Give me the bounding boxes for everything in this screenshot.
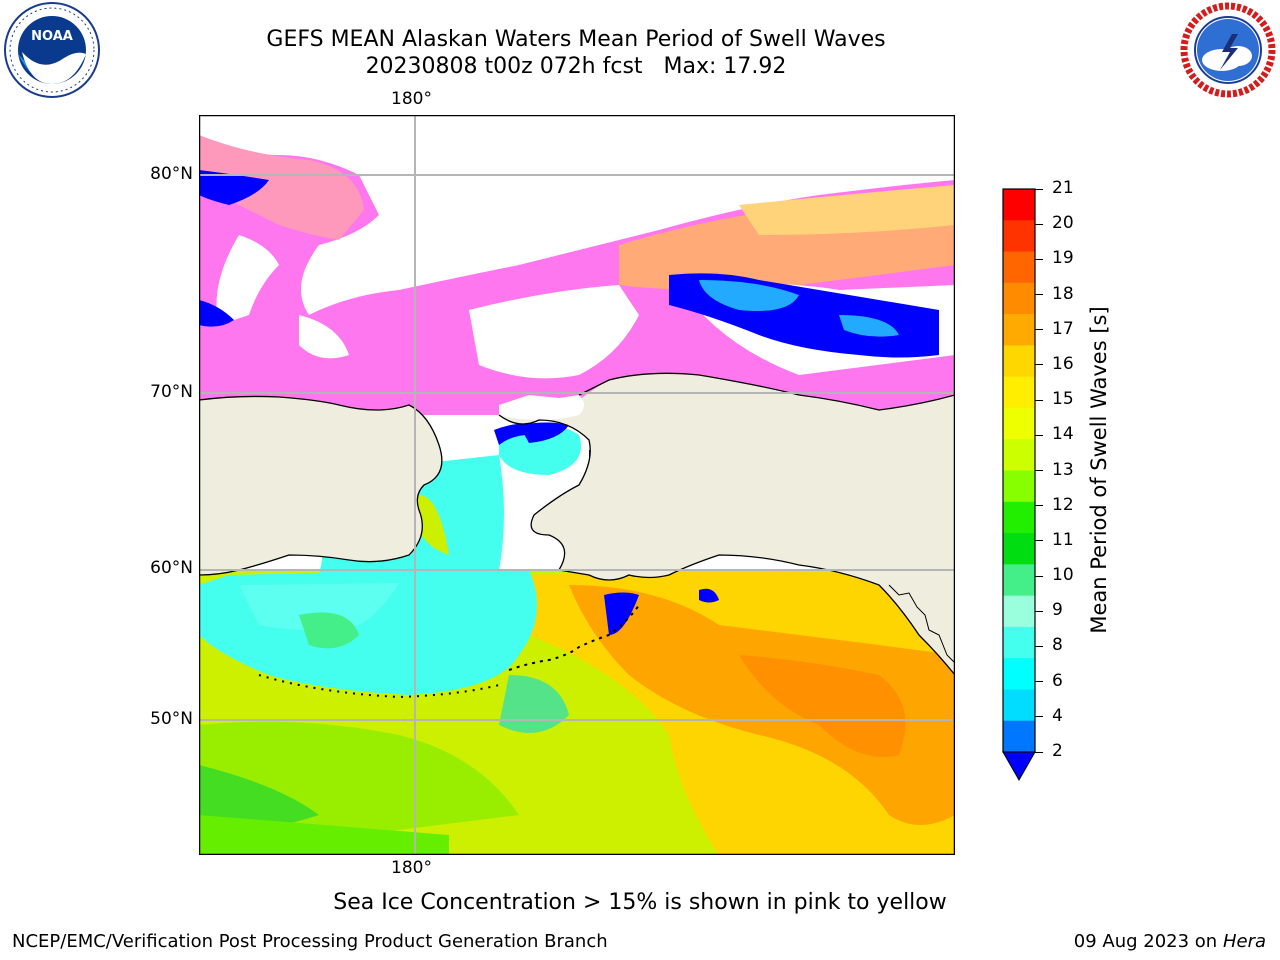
colorbar-cell — [1003, 689, 1035, 722]
nws-logo — [1180, 2, 1276, 98]
colorbar-cell — [1003, 720, 1035, 753]
colorbar-tick-mark — [1035, 434, 1043, 436]
colorbar-tick-label: 20 — [1052, 213, 1074, 234]
chart-subtitle: 20230808 t00z 072h fcst Max: 17.92 — [0, 54, 1152, 80]
chart-title: GEFS MEAN Alaskan Waters Mean Period of … — [266, 27, 886, 52]
run-date-text: 09 Aug 2023 on — [1073, 931, 1218, 952]
colorbar-cell — [1003, 345, 1035, 378]
map-frame — [199, 115, 955, 855]
colorbar-tick-label: 18 — [1052, 283, 1074, 304]
colorbar-tick-label: 4 — [1052, 705, 1063, 726]
colorbar-tick-label: 19 — [1052, 248, 1074, 269]
colorbar-tick-mark — [1035, 329, 1043, 331]
colorbar-tick-mark — [1035, 470, 1043, 471]
colorbar-tick-label: 6 — [1052, 670, 1063, 691]
noaa-logo-text: NOAA — [31, 29, 73, 44]
noaa-logo: NOAA — [4, 2, 100, 98]
siberia-land — [199, 396, 442, 575]
credit-text: NCEP/EMC/Verification Post Processing Pr… — [12, 931, 608, 952]
lon-label-bottom: 180° — [391, 858, 432, 878]
colorbar-cell — [1003, 407, 1035, 440]
colorbar-cell — [1003, 626, 1035, 659]
lat-label-60: 60°N — [150, 558, 193, 578]
colorbar-tick-mark — [1035, 716, 1043, 718]
colorbar-tick-mark — [1035, 223, 1043, 225]
alaska-canada-land — [499, 373, 955, 675]
colorbar-tick-label: 21 — [1052, 178, 1074, 198]
colorbar-tick-mark — [1035, 364, 1043, 366]
colorbar-tick-mark — [1035, 645, 1043, 647]
lat-label-80: 80°N — [150, 164, 193, 184]
colorbar-cell — [1003, 314, 1035, 346]
aleutian-islands — [508, 604, 640, 671]
colorbar-tick-label: 8 — [1052, 635, 1063, 656]
colorbar-tick-label: 12 — [1052, 494, 1074, 515]
colorbar-tick-label: 9 — [1052, 600, 1063, 621]
machine-name: Hera — [1222, 931, 1266, 952]
max-value: Max: 17.92 — [663, 54, 787, 79]
colorbar-cell — [1003, 220, 1035, 253]
colorbar-cell — [1003, 470, 1035, 503]
colorbar-tick-mark — [1035, 575, 1043, 577]
colorbar-cell — [1003, 189, 1035, 221]
colorbar-tick-label: 15 — [1052, 389, 1074, 410]
colorbar-tick-mark — [1035, 188, 1043, 190]
colorbar — [1002, 188, 1036, 782]
colorbar-tick-mark — [1035, 751, 1043, 753]
colorbar-tick-mark — [1035, 294, 1043, 296]
colorbar-tick-label: 13 — [1052, 459, 1074, 480]
colorbar-cell — [1003, 533, 1035, 565]
graticule — [199, 115, 955, 855]
colorbar-cell — [1003, 282, 1035, 315]
gulf-of-alaska-long-period — [569, 585, 955, 825]
colorbar-tick-label: 11 — [1052, 529, 1074, 550]
colorbar-tick-label: 16 — [1052, 353, 1074, 374]
colorbar-cell — [1003, 251, 1035, 284]
colorbar-tick-label: 2 — [1052, 741, 1063, 761]
sea-ice-note: Sea Ice Concentration > 15% is shown in … — [333, 890, 947, 915]
lat-label-50: 50°N — [150, 709, 193, 729]
colorbar-tick-mark — [1035, 610, 1043, 612]
colorbar-tick-mark — [1035, 505, 1043, 507]
colorbar-cell — [1003, 376, 1035, 409]
run-date: 09 Aug 2023 on Hera — [1074, 931, 1266, 952]
swell-period-map — [199, 115, 955, 855]
colorbar-tick-label: 14 — [1052, 424, 1074, 445]
colorbar-cell — [1003, 595, 1035, 628]
colorbar-tick-mark — [1035, 681, 1043, 683]
forecast-datetime: 20230808 t00z 072h fcst — [365, 54, 643, 79]
colorbar-tick-mark — [1035, 399, 1043, 401]
colorbar-title: Mean Period of Swell Waves [s] — [1087, 306, 1111, 634]
colorbar-tick-mark — [1035, 258, 1043, 260]
colorbar-cell — [1003, 501, 1035, 534]
colorbar-tick-label: 10 — [1052, 565, 1074, 586]
colorbar-tick-label: 17 — [1052, 318, 1074, 339]
colorbar-cell — [1003, 658, 1035, 690]
colorbar-cell — [1003, 439, 1035, 471]
colorbar-tick-mark — [1035, 540, 1043, 542]
lat-label-70: 70°N — [150, 382, 193, 402]
lon-label-top: 180° — [391, 89, 432, 109]
colorbar-cell — [1003, 564, 1035, 597]
